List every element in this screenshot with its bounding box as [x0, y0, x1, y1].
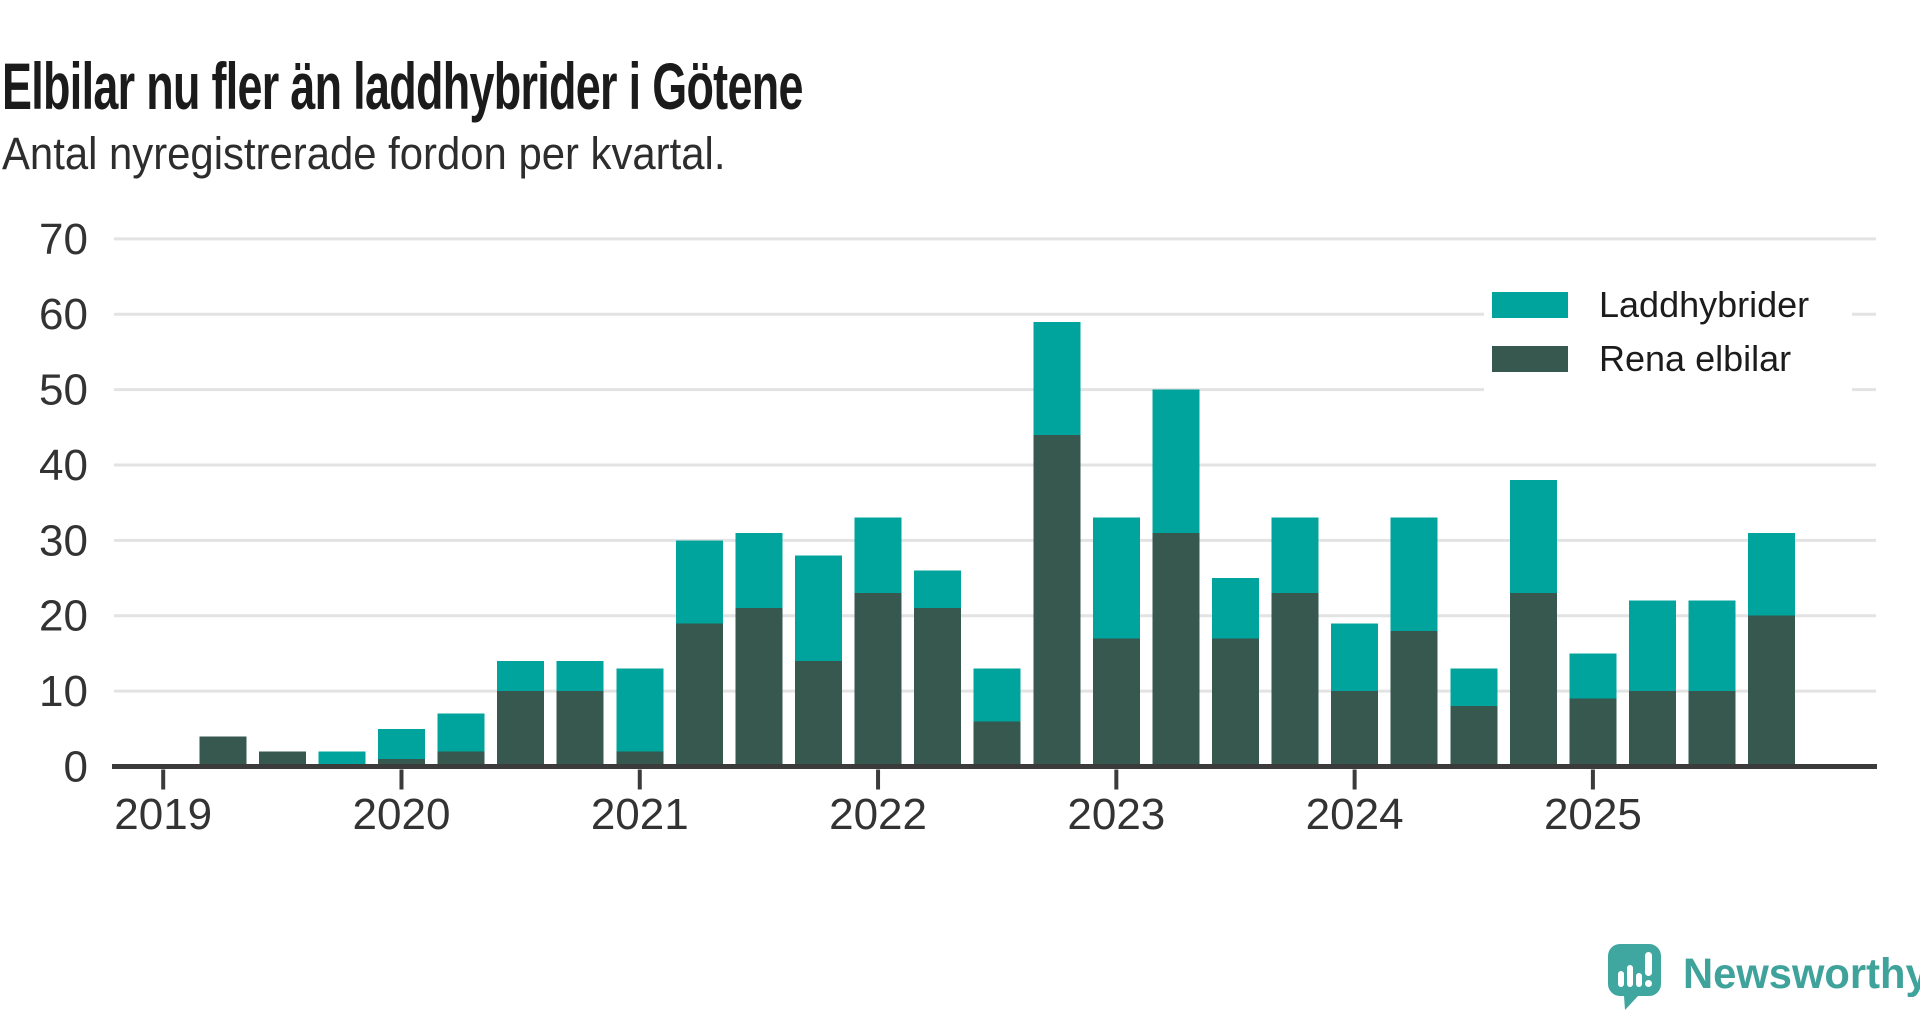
bar-2024K1-rena-elbilar: [1331, 691, 1379, 767]
bar-2021K3-laddhybrider: [735, 532, 783, 609]
bar-2024K3-laddhybrider: [1450, 668, 1498, 707]
x-tick-label-2025: 2025: [1544, 790, 1642, 839]
x-tick-label-2019: 2019: [114, 790, 212, 839]
x-tick-label-2020: 2020: [353, 790, 451, 839]
bar-2023K1-laddhybrider: [1092, 517, 1140, 639]
x-tick-label-2021: 2021: [591, 790, 689, 839]
bar-2024K3-rena-elbilar: [1450, 706, 1498, 767]
brand-name: Newsworthy: [1683, 950, 1920, 998]
bar-2021K4-rena-elbilar: [794, 660, 842, 767]
y-tick-label-20: 20: [39, 592, 88, 641]
bar-2024K2-rena-elbilar: [1390, 630, 1438, 767]
y-tick-label-30: 30: [39, 516, 88, 565]
bar-2025K2-rena-elbilar: [1628, 691, 1676, 767]
bar-2025K4-rena-elbilar: [1748, 615, 1796, 767]
y-tick-label-70: 70: [39, 215, 88, 264]
bar-2022K4-laddhybrider: [1033, 321, 1081, 435]
bar-2022K4-rena-elbilar: [1033, 434, 1081, 767]
bar-2021K4-laddhybrider: [794, 555, 842, 661]
bar-2020K2-rena-elbilar: [437, 751, 485, 767]
bar-2022K3-laddhybrider: [973, 668, 1021, 722]
bar-2021K3-rena-elbilar: [735, 608, 783, 767]
bar-2025K1-laddhybrider: [1569, 653, 1617, 699]
newsworthy-speech-bubble-chart-icon: [1608, 944, 1661, 1010]
bar-2020K2-laddhybrider: [437, 713, 485, 752]
bar-2022K1-laddhybrider: [854, 517, 902, 594]
chart-legend: Laddhybrider Rena elbilar: [1484, 264, 1852, 398]
bar-2020K1-laddhybrider: [377, 728, 425, 759]
bar-2020K3-rena-elbilar: [497, 691, 545, 767]
bar-2021K1-rena-elbilar: [616, 751, 664, 767]
bar-2020K4-rena-elbilar: [556, 691, 604, 767]
bar-2024K4-laddhybrider: [1509, 480, 1557, 594]
bar-2023K4-laddhybrider: [1271, 517, 1319, 594]
bar-2023K2-rena-elbilar: [1152, 532, 1200, 767]
bar-2024K4-rena-elbilar: [1509, 593, 1557, 767]
bar-2023K1-rena-elbilar: [1092, 638, 1140, 767]
bar-2020K3-laddhybrider: [497, 660, 545, 692]
y-tick-label-40: 40: [39, 441, 88, 490]
legend-item-rena-elbilar: Rena elbilar: [1484, 332, 1852, 386]
bar-2023K4-rena-elbilar: [1271, 593, 1319, 767]
bar-2019K4-laddhybrider: [318, 751, 366, 767]
legend-label: Laddhybrider: [1599, 284, 1810, 325]
bar-2022K2-laddhybrider: [914, 570, 962, 609]
bar-2023K3-laddhybrider: [1211, 578, 1259, 639]
bar-2025K3-rena-elbilar: [1688, 691, 1736, 767]
y-tick-label-0: 0: [64, 743, 88, 792]
y-tick-label-50: 50: [39, 366, 88, 415]
bar-2021K2-rena-elbilar: [675, 623, 723, 767]
page-title: Elbilar nu fler än laddhybrider i Götene: [2, 49, 803, 124]
bar-2025K2-laddhybrider: [1628, 600, 1676, 692]
bar-2020K1-rena-elbilar: [377, 758, 425, 767]
chart-subtitle: Antal nyregistrerade fordon per kvartal.: [2, 128, 726, 179]
bar-2019K3-rena-elbilar: [258, 751, 306, 767]
bar-2020K4-laddhybrider: [556, 660, 604, 692]
y-tick-label-60: 60: [39, 290, 88, 339]
brand-footer: Newsworthy: [1608, 944, 1920, 1010]
bar-2022K3-rena-elbilar: [973, 721, 1021, 767]
legend-swatch-laddhybrider: [1492, 292, 1568, 318]
y-tick-label-10: 10: [39, 667, 88, 716]
bar-2023K2-laddhybrider: [1152, 389, 1200, 533]
bar-2025K3-laddhybrider: [1688, 600, 1736, 692]
bar-2022K1-rena-elbilar: [854, 593, 902, 767]
x-tick-label-2024: 2024: [1306, 790, 1404, 839]
legend-swatch-rena-elbilar: [1492, 346, 1568, 372]
bar-2024K1-laddhybrider: [1331, 623, 1379, 692]
bar-2025K1-rena-elbilar: [1569, 698, 1617, 767]
bar-2019K2-rena-elbilar: [199, 736, 247, 767]
bar-2023K3-rena-elbilar: [1211, 638, 1259, 767]
bar-2024K2-laddhybrider: [1390, 517, 1438, 631]
legend-label: Rena elbilar: [1599, 338, 1792, 379]
bar-2021K1-laddhybrider: [616, 668, 664, 752]
bar-2025K4-laddhybrider: [1748, 532, 1796, 616]
bar-2022K2-rena-elbilar: [914, 608, 962, 767]
bar-2021K2-laddhybrider: [675, 540, 723, 624]
legend-item-laddhybrider: Laddhybrider: [1484, 278, 1852, 332]
x-tick-label-2023: 2023: [1067, 790, 1165, 839]
x-tick-label-2022: 2022: [829, 790, 927, 839]
